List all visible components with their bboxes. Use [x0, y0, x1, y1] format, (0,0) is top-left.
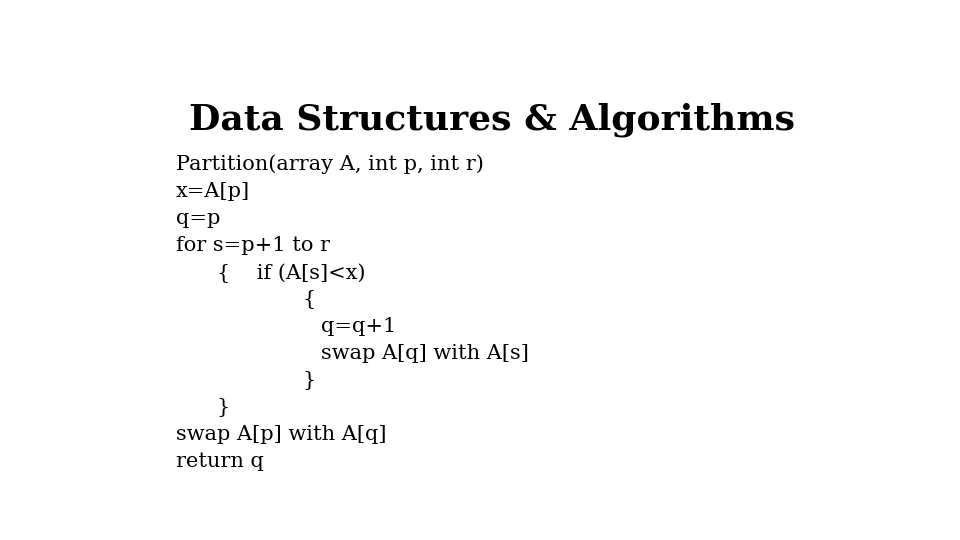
- Text: Partition(array A, int p, int r): Partition(array A, int p, int r): [176, 155, 484, 174]
- Text: {: {: [302, 290, 316, 309]
- Text: }: }: [302, 372, 316, 390]
- Text: x=A[p]: x=A[p]: [176, 182, 250, 201]
- Text: {    if (A[s]<x): { if (A[s]<x): [217, 263, 365, 282]
- Text: }: }: [217, 399, 230, 417]
- Text: for s=p+1 to r: for s=p+1 to r: [176, 236, 330, 255]
- Text: return q: return q: [176, 453, 264, 471]
- Text: Data Structures & Algorithms: Data Structures & Algorithms: [189, 102, 795, 137]
- Text: swap A[q] with A[s]: swap A[q] with A[s]: [321, 345, 529, 363]
- Text: q=p: q=p: [176, 209, 220, 228]
- Text: q=q+1: q=q+1: [321, 318, 396, 336]
- Text: swap A[p] with A[q]: swap A[p] with A[q]: [176, 426, 386, 444]
